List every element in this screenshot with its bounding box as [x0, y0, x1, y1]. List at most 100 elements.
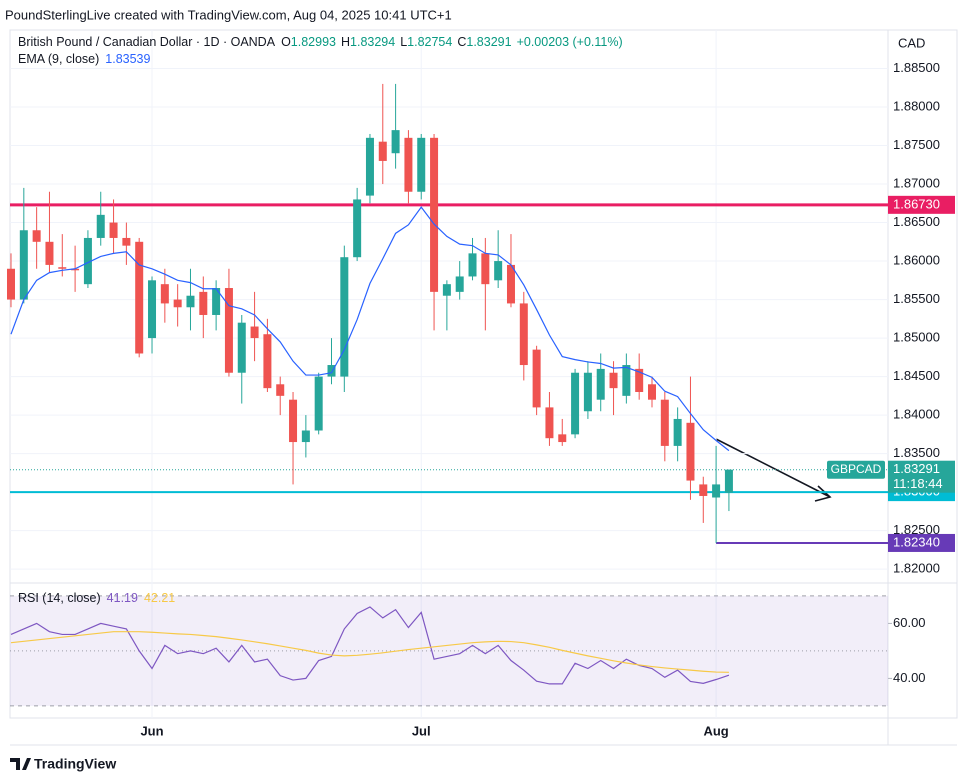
- y-tick-label: 1.86000: [893, 252, 940, 267]
- series-line: [10, 606, 730, 685]
- ticker-box: [827, 460, 885, 479]
- candle-body: [135, 241, 144, 354]
- logo: [10, 758, 31, 770]
- candle-body: [609, 372, 618, 389]
- x-tick-label: Jun: [140, 723, 163, 738]
- candle-body: [571, 372, 580, 435]
- ohlc-label: L: [400, 35, 407, 49]
- rsi-value: 42.21: [144, 591, 175, 605]
- candle-body: [699, 484, 708, 496]
- candle-body: [301, 430, 310, 443]
- y-tick-label: 1.87500: [893, 137, 940, 152]
- x-tick-label: Aug: [703, 723, 728, 738]
- series-line: [10, 206, 730, 452]
- y-tick-label: 1.82000: [893, 561, 940, 576]
- level-label: 1.86730: [893, 196, 940, 211]
- credit: PoundSterlingLive created with TradingVi…: [5, 7, 452, 22]
- candle-body: [532, 349, 541, 408]
- candle-body: [340, 257, 349, 377]
- candle-body: [173, 299, 182, 308]
- candle-body: [417, 137, 426, 192]
- y-tick-label: 60.00: [893, 615, 926, 630]
- candle-body: [673, 418, 682, 446]
- candle-body: [365, 137, 374, 196]
- symbol: British Pound / Canadian Dollar · 1D · O…: [18, 35, 276, 49]
- candle-body: [237, 322, 246, 373]
- candle-body: [224, 288, 233, 373]
- candle-body: [506, 264, 515, 304]
- trend-arrow: [715, 438, 832, 502]
- candle-body: [660, 399, 669, 446]
- rsi-value: 41.19: [107, 591, 138, 605]
- series-line: [10, 631, 729, 673]
- grid: [10, 30, 888, 718]
- x-tick-label: Jul: [412, 723, 431, 738]
- ohlc-value: 1.83294: [350, 35, 395, 49]
- candle-body: [378, 141, 387, 161]
- candle-body: [404, 137, 413, 192]
- brand: TradingView: [34, 756, 116, 772]
- candle-body: [96, 214, 105, 238]
- candle-body: [71, 268, 80, 271]
- candle-body: [583, 372, 592, 412]
- candle-body: [148, 280, 157, 339]
- ohlc-label: H: [341, 35, 350, 49]
- y-tick-label: 1.84000: [893, 407, 940, 422]
- y-tick-label: 1.85000: [893, 330, 940, 345]
- candle-body: [648, 384, 656, 400]
- candle-body: [160, 284, 169, 304]
- candle-body: [212, 288, 221, 315]
- y-tick-label: 1.83500: [893, 445, 940, 460]
- y-tick-label: 1.87000: [893, 175, 940, 190]
- candle-body: [519, 303, 528, 366]
- ticker: GBPCAD: [831, 462, 882, 476]
- header: British Pound / Canadian Dollar · 1D · O…: [18, 35, 623, 49]
- countdown: 11:18:44: [893, 476, 943, 491]
- candle-body: [199, 291, 208, 315]
- candle-body: [545, 407, 554, 439]
- ohlc-value: 1.82993: [291, 35, 336, 49]
- candle-body: [430, 137, 439, 292]
- chart-frame: [9, 29, 958, 719]
- candle-body: [712, 484, 721, 498]
- candle-body: [186, 295, 195, 308]
- y-tick-label: 40.00: [893, 670, 926, 685]
- y-tick-label: 1.86500: [893, 214, 940, 229]
- ohlc-value: 1.82754: [407, 35, 452, 49]
- price-box: [888, 460, 955, 493]
- ema-legend: EMA (9, close) 1.83539: [18, 52, 151, 66]
- candle-body: [622, 365, 631, 396]
- ohlc-label: C: [457, 35, 466, 49]
- candle-body: [58, 267, 67, 269]
- candle-body: [455, 276, 464, 292]
- candle-body: [250, 326, 259, 339]
- level-label-box: [888, 195, 955, 214]
- candle-body: [289, 399, 298, 443]
- candle-body: [635, 368, 644, 392]
- rsi-legend: RSI (14, close) 41.19 42.21: [18, 591, 175, 605]
- candle-body: [353, 199, 362, 258]
- candle-body: [468, 253, 477, 277]
- ohlc-value: 1.83291: [466, 35, 511, 49]
- y-tick-label: 1.88500: [893, 60, 940, 75]
- candle-body: [45, 241, 54, 265]
- candle-body: [442, 284, 451, 296]
- candle-body: [122, 237, 131, 246]
- candle-body: [32, 230, 41, 242]
- candle-body: [686, 422, 695, 481]
- candle-body: [83, 237, 92, 285]
- candle-body: [314, 376, 323, 431]
- ema-value: 1.83539: [105, 52, 150, 66]
- ema-name: EMA (9, close): [18, 52, 99, 66]
- candle-body: [109, 222, 118, 238]
- arrow-line: [715, 438, 831, 498]
- y-tick-label: 1.82500: [893, 522, 940, 537]
- y-tick-label: 1.85500: [893, 291, 940, 306]
- level-label: 1.82340: [893, 534, 940, 549]
- currency: CAD: [898, 35, 925, 50]
- ohlc-label: O: [281, 35, 291, 49]
- logo-mark: [10, 758, 31, 770]
- level-label-box: [888, 533, 955, 552]
